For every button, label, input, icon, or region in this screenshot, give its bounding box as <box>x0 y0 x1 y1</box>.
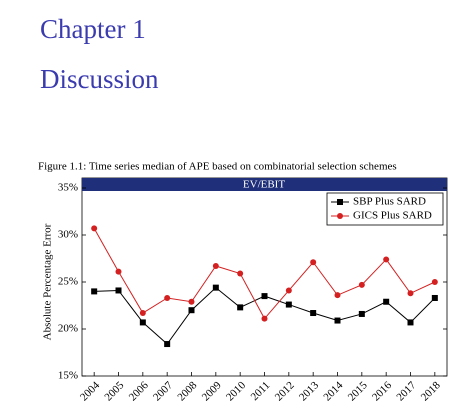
x-tick-label: 2008 <box>175 379 199 403</box>
legend-label: SBP Plus SARD <box>353 196 426 208</box>
data-point <box>310 259 317 266</box>
figure-caption: Figure 1.1: Time series median of APE ba… <box>38 161 397 173</box>
x-tick-label: 2010 <box>224 379 248 403</box>
legend-marker <box>337 213 343 219</box>
section-heading: Discussion <box>40 64 159 94</box>
y-tick-label: 15% <box>58 370 78 382</box>
y-axis-label: Absolute Percentage Error <box>42 223 54 340</box>
x-tick-label: 2013 <box>297 379 321 403</box>
data-point <box>383 256 390 263</box>
data-point <box>285 301 292 308</box>
data-point <box>334 317 341 324</box>
legend-marker <box>337 199 343 205</box>
data-point <box>431 294 438 301</box>
x-tick-label: 2016 <box>370 379 394 403</box>
chapter-title: Chapter 1 <box>40 14 146 44</box>
title-band <box>82 178 447 191</box>
chart-title: EV/EBIT <box>243 179 285 191</box>
data-point <box>358 310 365 317</box>
y-tick-label: 25% <box>58 276 78 288</box>
data-point <box>212 263 219 270</box>
data-point <box>188 307 195 314</box>
x-tick-label: 2018 <box>419 379 443 403</box>
y-tick-label: 30% <box>58 229 78 241</box>
data-point <box>91 225 98 232</box>
data-point <box>334 292 341 299</box>
data-point <box>212 284 219 291</box>
data-point <box>91 288 98 295</box>
data-point <box>237 304 244 311</box>
series-line <box>93 228 436 320</box>
x-tick-label: 2009 <box>200 379 224 403</box>
data-point <box>139 310 146 317</box>
y-tick-label: 20% <box>58 323 78 335</box>
data-point <box>115 287 122 294</box>
data-point <box>285 287 292 294</box>
data-point <box>310 310 317 317</box>
x-tick-label: 2012 <box>273 379 297 403</box>
x-tick-label: 2004 <box>78 379 102 403</box>
data-point <box>358 281 365 288</box>
x-tick-label: 2011 <box>249 379 273 403</box>
x-tick-label: 2017 <box>394 379 418 403</box>
legend-label: GICS Plus SARD <box>353 210 432 222</box>
data-point <box>407 290 414 297</box>
y-tick-label: 35% <box>58 182 78 194</box>
data-point <box>237 270 244 277</box>
data-point <box>139 319 146 326</box>
data-point <box>188 298 195 305</box>
data-point <box>261 293 268 300</box>
x-tick-label: 2006 <box>127 379 151 403</box>
x-tick-label: 2014 <box>321 379 345 403</box>
x-tick-label: 2015 <box>346 379 370 403</box>
data-point <box>383 298 390 305</box>
data-point <box>431 279 438 285</box>
x-tick-label: 2005 <box>102 379 126 403</box>
legend-box <box>326 192 444 226</box>
data-point <box>407 319 414 326</box>
x-tick-label: 2007 <box>151 379 175 403</box>
data-point <box>115 268 122 275</box>
data-point <box>261 315 268 322</box>
data-point <box>164 341 171 348</box>
data-point <box>164 294 171 301</box>
